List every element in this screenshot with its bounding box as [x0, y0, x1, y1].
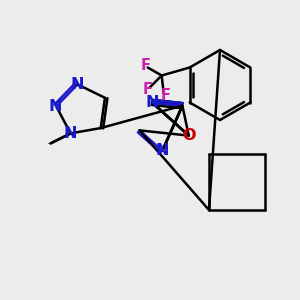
Text: N: N [64, 126, 77, 141]
Text: F: F [143, 82, 153, 97]
Text: N: N [71, 77, 84, 92]
Text: F: F [161, 88, 171, 103]
Text: O: O [182, 128, 196, 143]
Text: F: F [141, 58, 151, 73]
Text: methyl: methyl [48, 143, 52, 144]
Text: N: N [155, 143, 169, 158]
Text: N: N [145, 95, 159, 110]
Text: N: N [49, 99, 62, 114]
